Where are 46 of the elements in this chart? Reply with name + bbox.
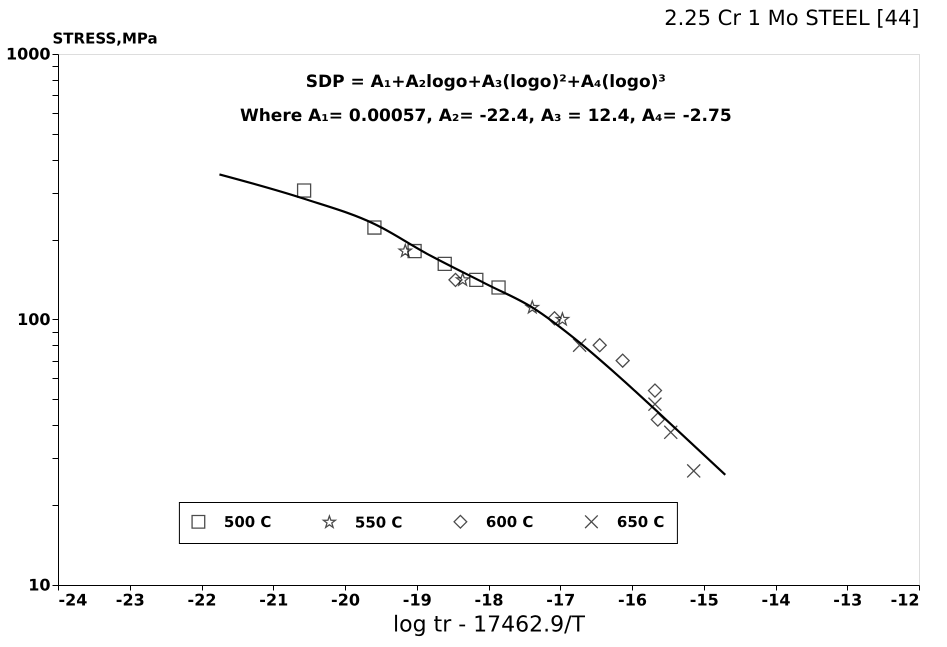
line-series (218, 173, 726, 476)
point (616, 353, 630, 368)
y-axis-title: STRESS,MPa (52, 30, 158, 48)
point (648, 383, 662, 398)
annotation: Where A₁= 0.00057, A₂= -22.4, A₃ = 12.4, A₄= -2.75 (240, 106, 732, 126)
y-tick-label: 10 (28, 576, 50, 594)
point (398, 244, 412, 258)
point (592, 338, 607, 352)
y-tick-label: 100 (17, 310, 50, 329)
point (650, 412, 665, 427)
x-tick-label: -13 (833, 590, 862, 610)
x-tick-label: -22 (188, 590, 216, 610)
legend-label: 600 C (486, 512, 534, 531)
point (367, 220, 382, 235)
x-tick-label: -24 (58, 590, 88, 610)
legend-label: 500 C (224, 512, 272, 531)
x-tick-label: -23 (116, 590, 145, 610)
point (556, 312, 570, 326)
x-tick-label: -16 (618, 590, 647, 610)
x-axis-title: log tr - 17462.9/T (393, 612, 586, 638)
x-tick-label: -12 (890, 590, 920, 610)
point (469, 272, 484, 288)
chart-title: 2.25 Cr 1 Mo STEEL [44] (664, 6, 920, 30)
point (456, 272, 470, 286)
point (648, 396, 662, 412)
point (572, 338, 587, 352)
point (686, 464, 701, 478)
x-tick-label: -14 (762, 590, 790, 610)
y-tick-label: 1000 (6, 44, 50, 64)
x-tick-label: -15 (690, 590, 719, 610)
point (664, 425, 678, 440)
x-tick-label: -20 (331, 590, 360, 610)
point (491, 280, 506, 295)
annotation: SDP = A₁+A₂logo+A₃(logo)²+A₄(logo)³ (306, 72, 666, 92)
x-tick-label: -21 (259, 590, 288, 610)
point (438, 256, 452, 272)
point (296, 183, 312, 198)
legend-label: 550 C (354, 513, 402, 532)
x-tick-label: -19 (402, 590, 432, 610)
x-tick-label: -18 (474, 590, 504, 610)
x-tick-label: -17 (546, 590, 576, 610)
point (547, 311, 562, 326)
point (525, 300, 540, 314)
point (448, 272, 463, 288)
point (407, 244, 422, 258)
legend-label: 650 C (616, 512, 664, 531)
